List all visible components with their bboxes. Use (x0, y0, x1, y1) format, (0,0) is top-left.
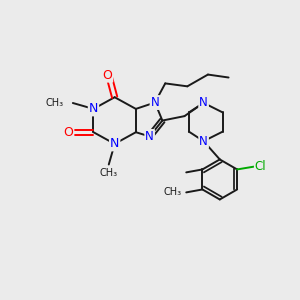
Text: Cl: Cl (255, 160, 266, 173)
Text: N: N (110, 137, 119, 150)
Text: N: N (89, 102, 98, 116)
Text: CH₃: CH₃ (46, 98, 64, 108)
Text: CH₃: CH₃ (100, 168, 118, 178)
Text: CH₃: CH₃ (164, 188, 182, 197)
Text: N: N (199, 96, 208, 110)
Text: O: O (102, 69, 112, 82)
Text: N: N (199, 135, 208, 148)
Text: N: N (145, 130, 154, 143)
Text: N: N (151, 96, 159, 109)
Text: O: O (64, 126, 74, 139)
